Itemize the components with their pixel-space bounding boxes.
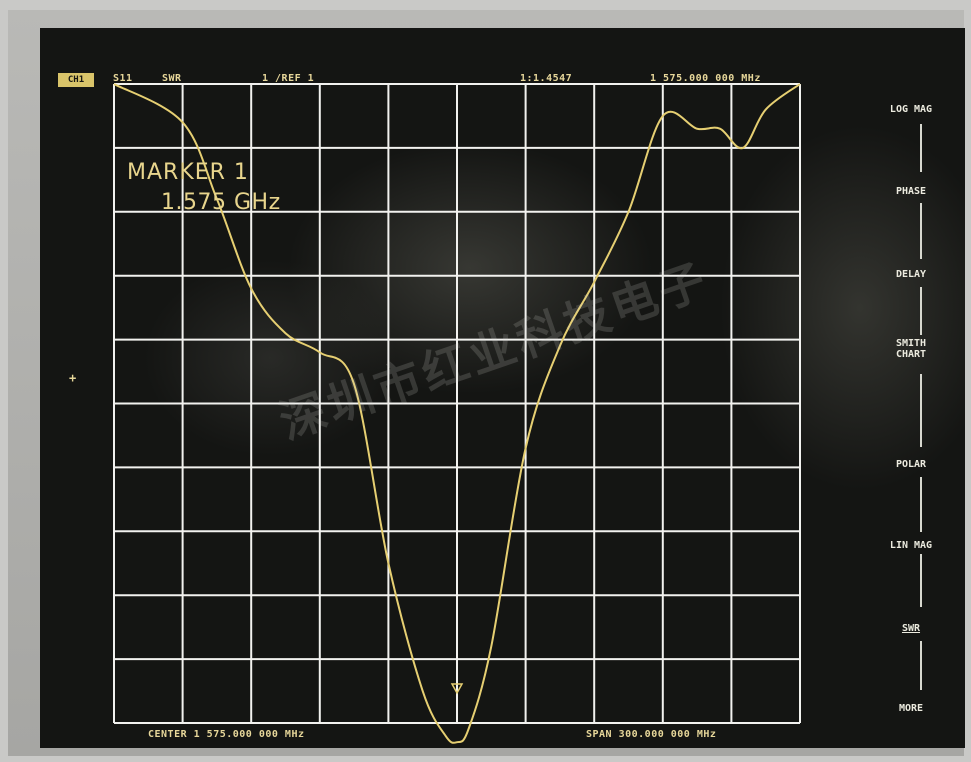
marker-frequency: 1.575 GHz bbox=[161, 190, 281, 215]
marker-1-symbol bbox=[450, 683, 464, 695]
softkey-log-mag[interactable]: LOG MAG bbox=[889, 104, 933, 115]
scale-ref-label: 1 /REF 1 bbox=[262, 73, 315, 84]
swr-trace bbox=[113, 83, 801, 744]
span-frequency: SPAN 300.000 000 MHz bbox=[586, 729, 717, 740]
softkey-swr[interactable]: SWR bbox=[901, 623, 921, 634]
channel-badge: CH1 bbox=[58, 73, 94, 87]
softkey-smith-chart[interactable]: SMITH CHART bbox=[895, 338, 927, 360]
format-label: SWR bbox=[162, 73, 182, 84]
softkey-delay[interactable]: DELAY bbox=[895, 269, 927, 280]
parameter-label: S11 bbox=[113, 73, 133, 84]
softkey-divider bbox=[920, 287, 922, 335]
softkey-divider bbox=[920, 641, 922, 690]
marker-frequency-readout: 1 575.000 000 MHz bbox=[650, 73, 761, 84]
softkey-lin-mag[interactable]: LIN MAG bbox=[889, 540, 933, 551]
plus-marker-icon: + bbox=[69, 371, 77, 385]
softkey-phase[interactable]: PHASE bbox=[895, 186, 927, 197]
softkey-divider bbox=[920, 477, 922, 532]
softkey-divider bbox=[920, 374, 922, 447]
softkey-more[interactable]: MORE bbox=[898, 703, 924, 714]
softkey-divider bbox=[920, 203, 922, 259]
softkey-polar[interactable]: POLAR bbox=[895, 459, 927, 470]
center-frequency: CENTER 1 575.000 000 MHz bbox=[148, 729, 305, 740]
marker-title: MARKER 1 bbox=[127, 160, 249, 185]
softkey-divider bbox=[920, 124, 922, 172]
softkey-divider bbox=[920, 554, 922, 607]
marker-value-readout: 1:1.4547 bbox=[520, 73, 573, 84]
